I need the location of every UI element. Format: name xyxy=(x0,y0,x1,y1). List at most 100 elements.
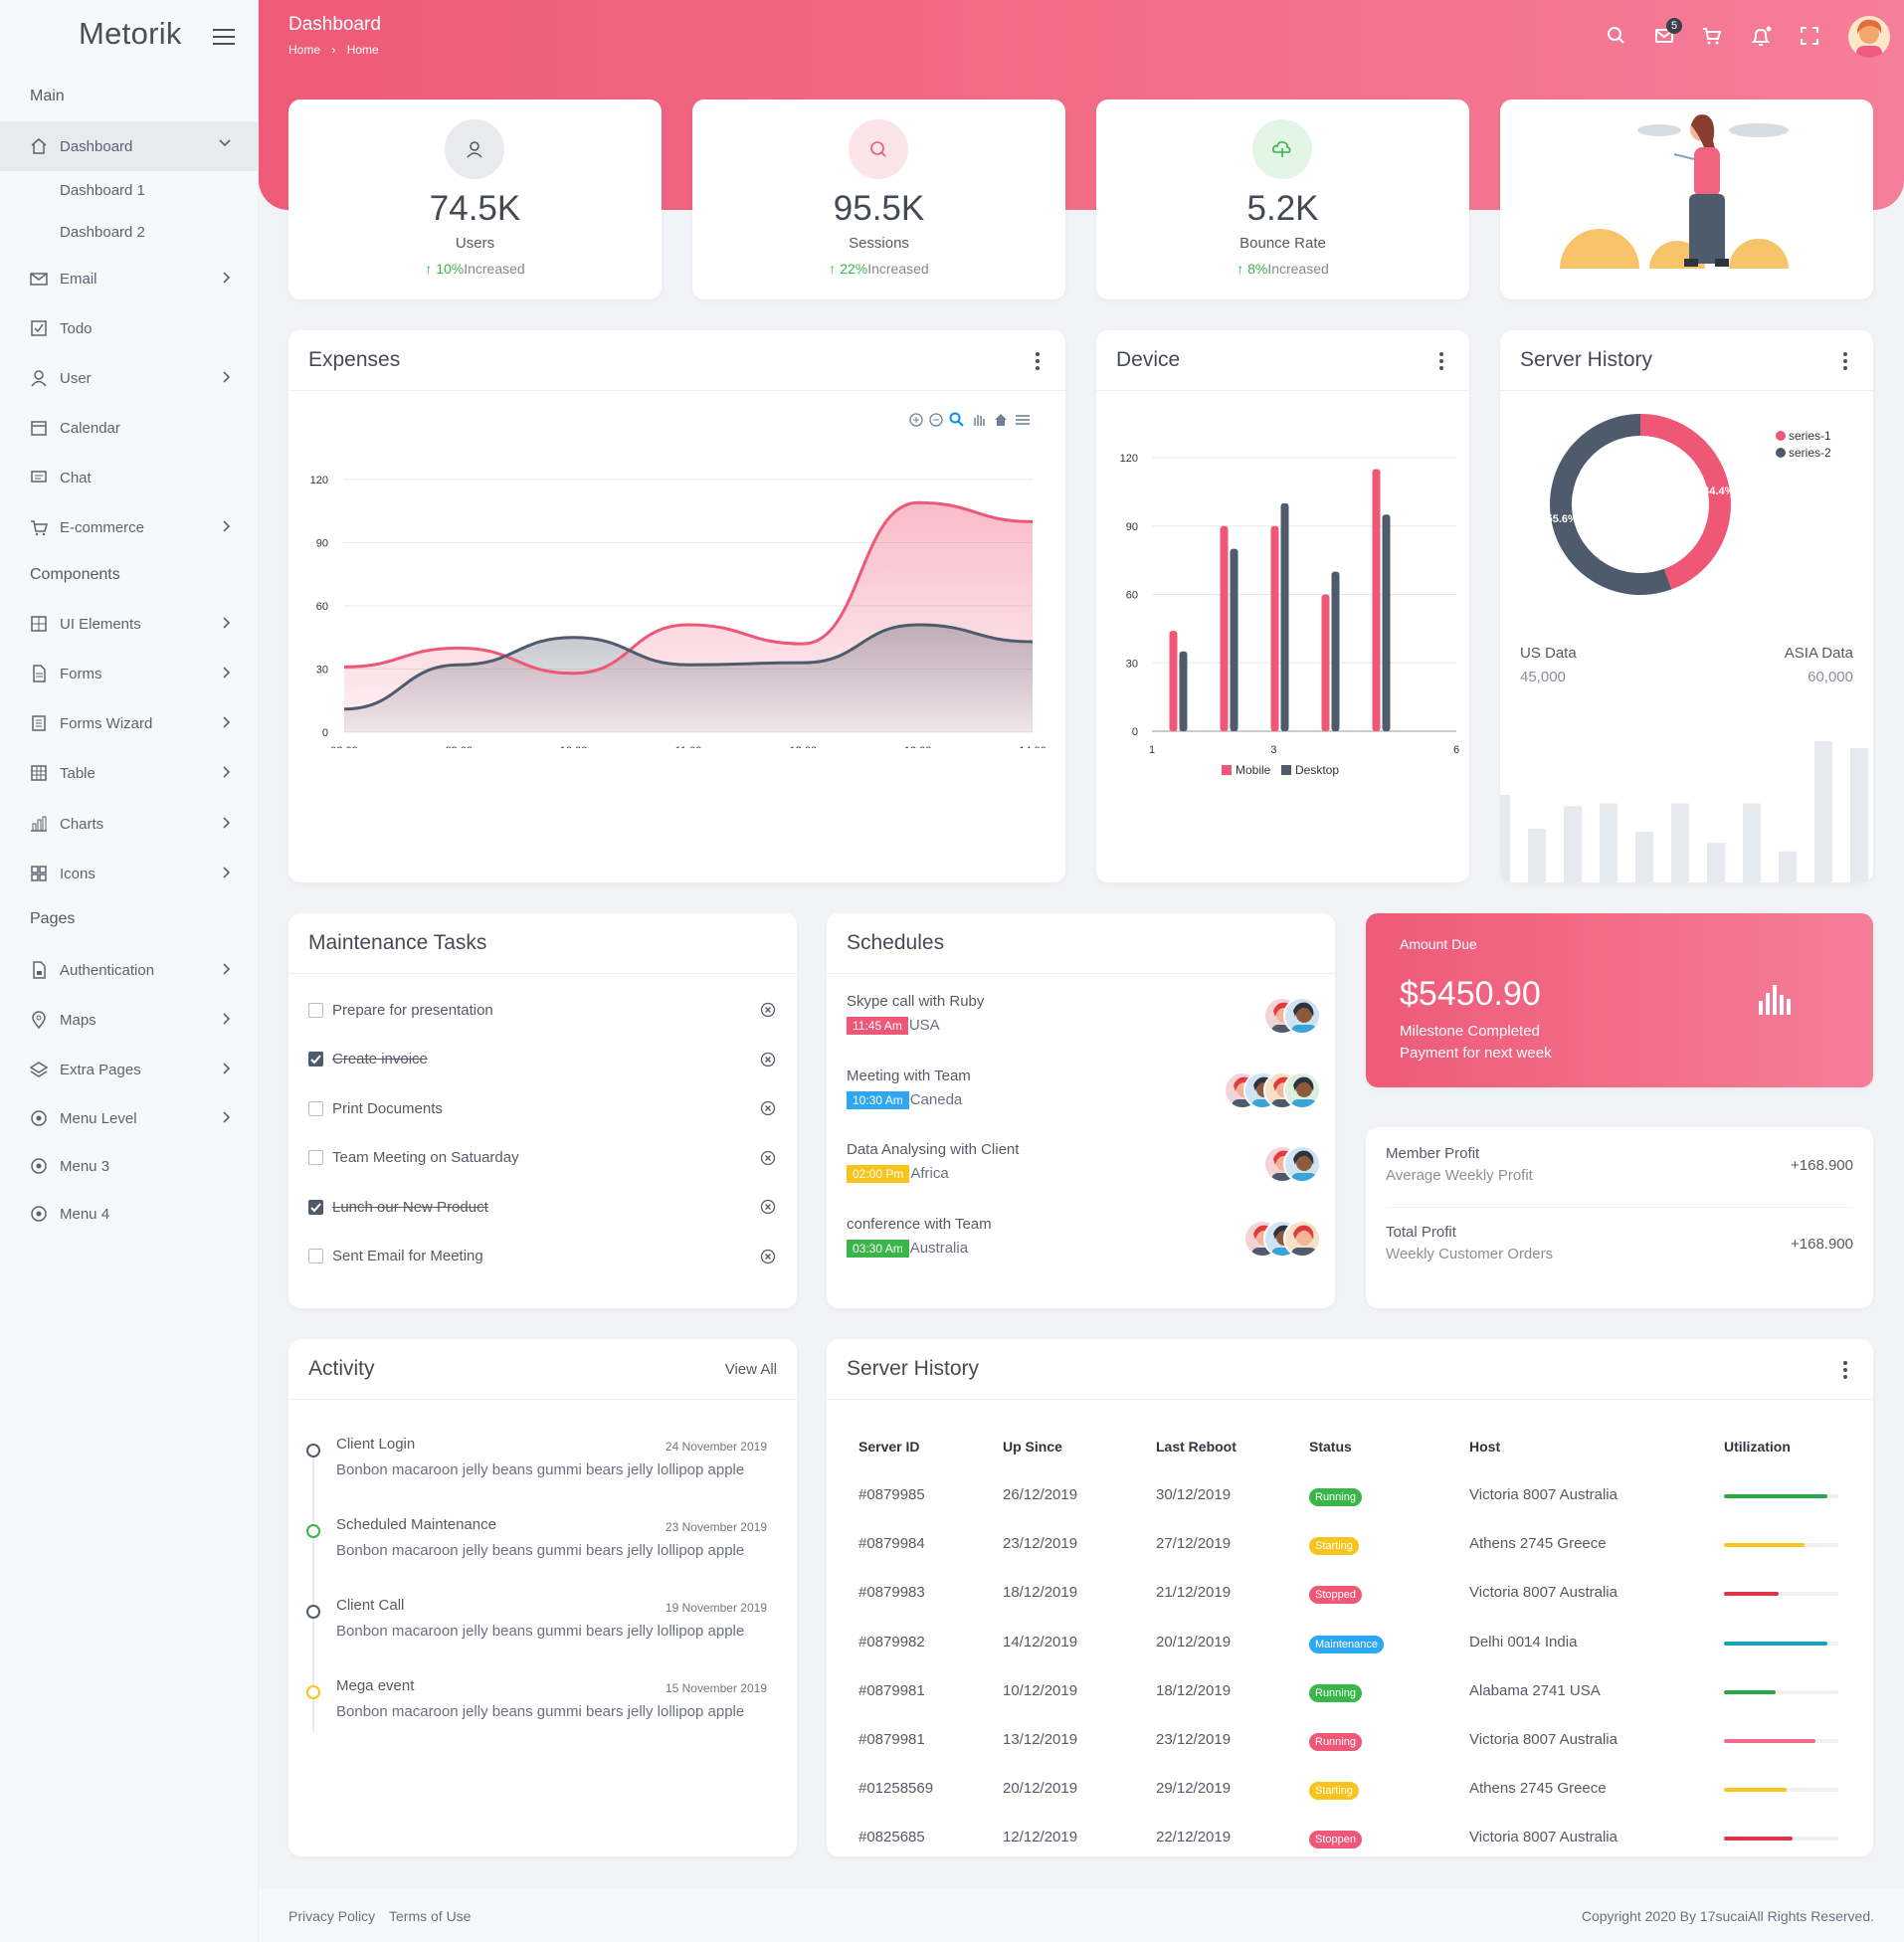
task-item[interactable]: Lunch our New Product xyxy=(308,1192,776,1222)
sidebar-item-label: Chat xyxy=(60,469,92,486)
card-title: Expenses xyxy=(308,348,401,371)
table-header[interactable]: Utilization xyxy=(1724,1439,1791,1455)
table-header[interactable]: Status xyxy=(1309,1439,1352,1455)
reset-home-icon[interactable] xyxy=(993,412,1009,428)
sidebar-item-table[interactable]: Table xyxy=(0,748,258,798)
privacy-policy-link[interactable]: Privacy Policy xyxy=(288,1908,376,1924)
sidebar-item-label: Todo xyxy=(60,319,93,337)
task-checkbox[interactable] xyxy=(308,1100,323,1116)
remove-task-icon[interactable] xyxy=(760,1249,776,1264)
fullscreen-icon[interactable] xyxy=(1800,26,1819,46)
sidebar-item-user[interactable]: User xyxy=(0,353,258,403)
remove-task-icon[interactable] xyxy=(760,1002,776,1018)
sidebar-item-maps[interactable]: Maps xyxy=(0,995,258,1045)
sidebar-item-e-commerce[interactable]: E-commerce xyxy=(0,502,258,552)
check-square-icon xyxy=(31,320,47,336)
breadcrumb-home-link[interactable]: Home xyxy=(288,43,321,57)
card-title: Maintenance Tasks xyxy=(308,931,487,954)
bell-icon[interactable] xyxy=(1750,26,1772,48)
magnify-icon[interactable] xyxy=(949,412,965,428)
pan-hand-icon[interactable] xyxy=(971,412,987,428)
search-icon[interactable] xyxy=(1607,26,1626,46)
spark-bar xyxy=(1635,831,1653,882)
utilization-fill xyxy=(1724,1592,1780,1597)
schedule-place: Caneda xyxy=(909,1090,963,1108)
sidebar-item-ui-elements[interactable]: UI Elements xyxy=(0,599,258,649)
sidebar-item-email[interactable]: Email xyxy=(0,254,258,303)
task-checkbox[interactable] xyxy=(308,1052,323,1067)
legend-label[interactable]: Mobile xyxy=(1236,763,1271,777)
sidebar-item-icons[interactable]: Icons xyxy=(0,849,258,898)
table-header[interactable]: Host xyxy=(1469,1439,1501,1455)
host: Alabama 2741 USA xyxy=(1469,1681,1601,1699)
bar-mobile xyxy=(1270,525,1279,731)
participant-avatar[interactable] xyxy=(1283,1219,1321,1258)
task-checkbox[interactable] xyxy=(308,1002,323,1018)
task-checkbox[interactable] xyxy=(308,1199,323,1215)
more-options-icon[interactable] xyxy=(1843,352,1847,373)
sidebar-item-calendar[interactable]: Calendar xyxy=(0,403,258,453)
sidebar-item-label: Dashboard xyxy=(60,137,133,155)
task-item[interactable]: Create invoice xyxy=(308,1045,776,1074)
table-header[interactable]: Server ID xyxy=(858,1439,920,1455)
legend-label[interactable]: series-2 xyxy=(1789,446,1831,460)
participant-avatar[interactable] xyxy=(1283,997,1321,1035)
remove-task-icon[interactable] xyxy=(760,1052,776,1068)
chart-menu-icon[interactable] xyxy=(1015,412,1031,428)
view-all-link[interactable]: View All xyxy=(724,1361,777,1378)
target-icon xyxy=(31,1158,47,1174)
footer: Privacy Policy Terms of Use Copyright 20… xyxy=(259,1888,1904,1942)
sidebar-item-menu-4[interactable]: Menu 4 xyxy=(0,1189,258,1239)
sidebar-item-charts[interactable]: Charts xyxy=(0,799,258,849)
zoom-out-icon[interactable] xyxy=(929,413,943,427)
sidebar-item-menu-3[interactable]: Menu 3 xyxy=(0,1141,258,1191)
participant-avatar[interactable] xyxy=(1283,1145,1321,1183)
last-reboot: 22/12/2019 xyxy=(1156,1829,1232,1846)
task-item[interactable]: Sent Email for Meeting xyxy=(308,1242,776,1271)
sidebar-section-title: Main xyxy=(30,88,65,104)
sidebar-subitem-dashboard-2[interactable]: Dashboard 2 xyxy=(60,224,145,241)
more-options-icon[interactable] xyxy=(1843,1361,1847,1382)
remove-task-icon[interactable] xyxy=(760,1199,776,1215)
sidebar-subitem-dashboard-1[interactable]: Dashboard 1 xyxy=(60,182,145,199)
sidebar-item-extra-pages[interactable]: Extra Pages xyxy=(0,1045,258,1094)
schedule-place: USA xyxy=(908,1017,940,1034)
stat-suffix: Increased xyxy=(1267,261,1329,277)
sidebar-item-menu-level[interactable]: Menu Level xyxy=(0,1093,258,1143)
table-header[interactable]: Up Since xyxy=(1003,1439,1062,1455)
cart-icon[interactable] xyxy=(1702,26,1722,46)
remove-task-icon[interactable] xyxy=(760,1100,776,1116)
chevron-right-icon xyxy=(223,817,231,829)
task-item[interactable]: Prepare for presentation xyxy=(308,995,776,1025)
task-checkbox[interactable] xyxy=(308,1249,323,1263)
more-options-icon[interactable] xyxy=(1439,352,1443,373)
sidebar-item-authentication[interactable]: Authentication xyxy=(0,945,258,995)
zoom-in-icon[interactable] xyxy=(909,413,923,427)
participant-avatar[interactable] xyxy=(1283,1070,1321,1109)
legend-marker xyxy=(1222,765,1232,775)
schedule-title: Skype call with Ruby xyxy=(847,993,985,1010)
sidebar-item-forms-wizard[interactable]: Forms Wizard xyxy=(0,698,258,748)
legend-label[interactable]: Desktop xyxy=(1295,763,1339,777)
sidebar-item-dashboard[interactable]: Dashboard xyxy=(0,121,258,171)
remove-task-icon[interactable] xyxy=(760,1150,776,1166)
chevron-right-icon xyxy=(223,963,231,975)
line-series1 xyxy=(343,500,1034,676)
menu-toggle-icon[interactable] xyxy=(213,29,235,47)
sidebar-item-chat[interactable]: Chat xyxy=(0,453,258,502)
brand-logo[interactable]: Metorik xyxy=(79,16,182,51)
terms-of-use-link[interactable]: Terms of Use xyxy=(389,1908,472,1924)
legend-label[interactable]: series-1 xyxy=(1789,429,1831,443)
task-item[interactable]: Team Meeting on Satuarday xyxy=(308,1143,776,1173)
table-header[interactable]: Last Reboot xyxy=(1156,1439,1237,1455)
sidebar-item-todo[interactable]: Todo xyxy=(0,303,258,353)
sidebar-item-forms[interactable]: Forms xyxy=(0,649,258,698)
spark-bar xyxy=(1500,794,1510,882)
x-tick-label: 12:00 xyxy=(790,745,818,748)
user-avatar[interactable] xyxy=(1848,16,1890,58)
activity-text: Bonbon macaroon jelly beans gummi bears … xyxy=(336,1461,745,1478)
task-item[interactable]: Print Documents xyxy=(308,1093,776,1123)
task-checkbox[interactable] xyxy=(308,1150,323,1165)
more-options-icon[interactable] xyxy=(1036,352,1040,373)
chevron-right-icon xyxy=(223,1013,231,1025)
